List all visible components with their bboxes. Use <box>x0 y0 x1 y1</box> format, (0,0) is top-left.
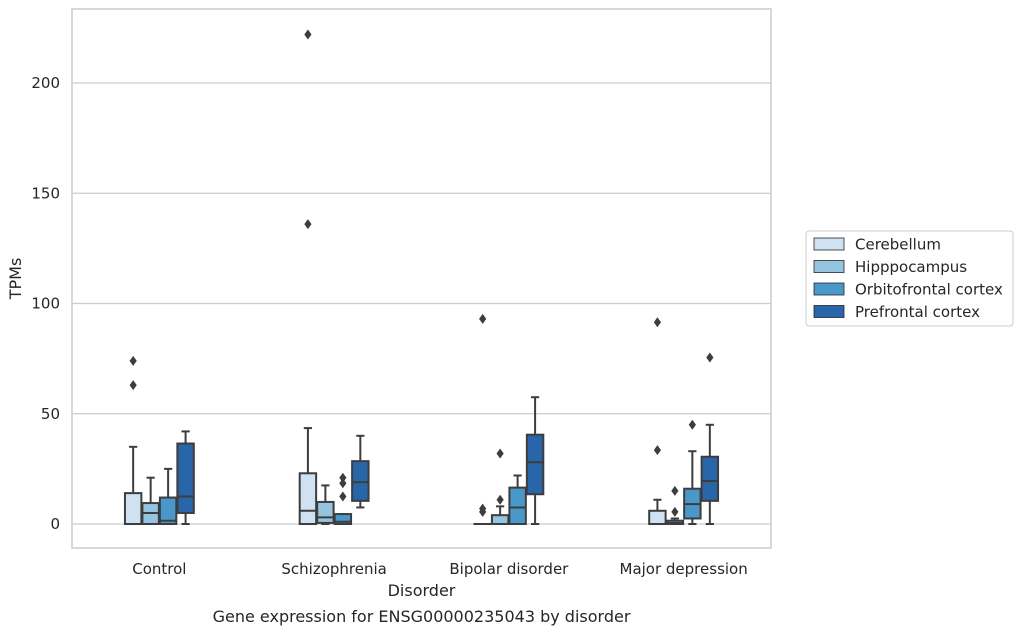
y-tick-label: 200 <box>31 74 60 92</box>
outlier-point <box>688 419 696 430</box>
box-0-0 <box>123 355 143 526</box>
box-iqr <box>490 514 510 525</box>
box-2-2 <box>508 474 527 525</box>
x-axis-title: Disorder <box>388 581 456 600</box>
y-tick-label: 50 <box>41 405 60 423</box>
legend-label: Hipppocampus <box>855 258 967 276</box>
box-2-3 <box>525 396 545 525</box>
box-iqr <box>351 460 370 502</box>
x-tick-label: Bipolar disorder <box>449 560 569 578</box>
box-0-3 <box>176 430 195 525</box>
outlier-point <box>339 472 347 483</box>
box-iqr <box>316 500 335 524</box>
legend-swatch <box>813 260 845 273</box>
outlier-point <box>129 380 137 391</box>
outlier-point <box>706 352 714 363</box>
outlier-point <box>304 219 312 230</box>
outlier-point <box>653 445 662 456</box>
box-1-0 <box>298 29 318 526</box>
x-tick-labels: Control Schizophrenia Bipolar disorder Majo… <box>132 560 747 578</box>
box-3-0 <box>648 317 667 525</box>
box-3-1 <box>665 485 685 526</box>
outlier-point <box>496 448 504 459</box>
box-groups <box>123 29 720 526</box>
y-axis-title: TPMs <box>6 258 25 301</box>
legend-label: Orbitofrontal cortex <box>855 281 1003 299</box>
box-iqr <box>648 509 667 525</box>
plot-frame <box>71 8 772 549</box>
box-iqr <box>508 486 527 525</box>
legend-label: Cerebellum <box>855 236 941 254</box>
outlier-point <box>479 503 487 514</box>
outlier-point <box>129 355 137 366</box>
box-iqr <box>123 492 143 526</box>
box-0-2 <box>158 467 178 526</box>
x-tick-label: Control <box>132 560 186 578</box>
legend-frame <box>805 230 1014 327</box>
x-tick-label: Major depression <box>620 560 748 578</box>
outlier-point <box>671 485 679 496</box>
legend: Cerebellum Hipppocampus Orbitofrontal cort… <box>805 230 1014 327</box>
box-iqr <box>333 513 353 526</box>
box-iqr <box>298 472 318 526</box>
outlier-point <box>671 506 679 517</box>
outlier-point <box>653 317 662 328</box>
box-2-1 <box>490 448 510 525</box>
y-tick-label: 0 <box>50 515 60 533</box>
legend-swatch <box>813 282 845 296</box>
box-2-0 <box>473 313 492 526</box>
outlier-point <box>339 491 347 502</box>
box-iqr <box>176 442 195 514</box>
legend-swatch <box>813 305 845 318</box>
box-iqr <box>158 496 178 526</box>
legend-swatch <box>813 237 845 251</box>
y-tick-labels: 0 50 100 150 200 <box>31 74 60 533</box>
box-iqr <box>700 455 720 502</box>
x-tick-label: Schizophrenia <box>281 560 386 578</box>
outlier-point <box>479 313 487 324</box>
outlier-point <box>339 478 347 489</box>
outlier-point <box>496 494 504 505</box>
box-3-2 <box>683 419 702 525</box>
box-iqr <box>525 433 545 496</box>
box-1-1 <box>316 484 335 525</box>
box-3-3 <box>700 352 720 525</box>
legend-label: Prefrontal cortex <box>855 303 980 321</box>
chart-title: Gene expression for ENSG00000235043 by d… <box>213 607 631 626</box>
box-1-3 <box>351 434 370 509</box>
box-1-2 <box>333 472 353 526</box>
y-tick-label: 150 <box>31 184 60 202</box>
box-0-1 <box>141 476 160 525</box>
outlier-point <box>304 29 312 40</box>
y-tick-label: 100 <box>31 295 60 313</box>
